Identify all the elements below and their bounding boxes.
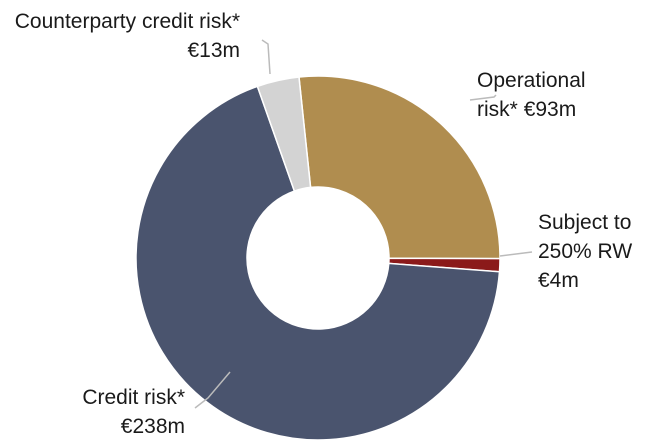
leader-line — [469, 94, 497, 101]
leader-line — [194, 371, 231, 409]
leader-line — [261, 39, 271, 75]
value-label: €93m — [523, 98, 577, 121]
slice-label: Counterparty credit risk* €13m — [5, 7, 240, 65]
value-label: €13m — [187, 39, 240, 62]
category-label: Credit risk* — [82, 386, 185, 409]
category-label: Subject to 250% RW — [538, 211, 633, 263]
leader-line — [499, 251, 533, 257]
value-label: €238m — [120, 415, 185, 438]
slice-label: Operational risk* €93m — [477, 66, 622, 124]
value-label: €4m — [538, 269, 579, 292]
slice-label: Subject to 250% RW €4m — [538, 208, 666, 295]
slice-label: Credit risk* €238m — [20, 383, 185, 441]
category-label: Counterparty credit risk* — [14, 10, 240, 33]
donut-slice — [135, 85, 501, 441]
donut-slice — [298, 75, 501, 260]
donut-slice — [256, 76, 312, 193]
category-label: Operational risk* — [477, 69, 586, 121]
